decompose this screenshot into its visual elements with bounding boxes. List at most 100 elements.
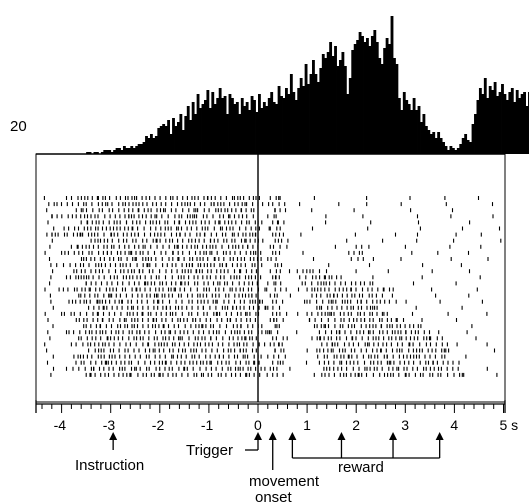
histogram-bar [248,110,252,154]
histogram-bar [260,108,264,154]
histogram-bar [388,44,391,154]
histogram-bar [434,138,438,154]
tick-label: 2 [352,417,360,433]
event-markers [109,432,444,470]
histogram-bar [437,132,441,154]
histogram-bar [135,146,139,154]
histogram-bar [289,74,293,154]
histogram-bar [385,38,389,154]
histogram-bar [424,126,428,154]
raster-trial [47,220,471,225]
histogram-bar [334,46,337,154]
raster-trial [46,208,454,213]
histogram-bar [505,100,509,154]
histogram-bar [336,66,340,154]
histogram-bar [373,30,377,154]
histogram-bar [422,114,426,154]
histogram-bar [105,150,109,154]
histogram-bar [110,152,114,154]
raster-trial [47,318,458,322]
histogram-bar [218,88,222,154]
histogram-bar [343,66,347,154]
histogram-bar [145,136,148,154]
histogram-bar [226,114,229,154]
histogram-bar [93,152,97,154]
histogram-bar [454,150,458,154]
histogram-bar [378,58,382,154]
raster-trial [50,372,498,377]
histogram-bar [287,94,291,154]
histogram-bar [523,92,526,154]
histogram-bar [285,88,288,154]
raster-plot [43,196,502,377]
trigger-arrow-head [254,432,262,440]
histogram-bar [122,146,126,154]
histogram-bar [191,102,195,154]
histogram-bar [518,98,522,154]
histogram-bar [393,58,396,154]
histogram-bar [86,152,89,154]
histogram-bar [172,118,175,154]
histogram-bar [508,92,512,154]
histogram-bar [341,52,345,154]
histogram-bar [162,124,166,154]
histogram-bar [154,136,158,154]
histogram-bar [272,102,276,154]
histogram-bar [280,96,283,154]
histogram-bar [240,98,244,154]
histogram-bar [174,126,178,154]
histogram-bar [196,94,200,154]
raster-trial [50,263,462,268]
histogram-bar [201,104,205,154]
histogram-bar [297,88,301,154]
histogram-bar [395,64,399,154]
histogram-bar [358,32,362,154]
histogram-bar [366,38,369,154]
histogram-bar [520,94,524,154]
histogram-bar [383,48,387,154]
histogram-bar [363,42,367,154]
histogram-bar [108,150,112,154]
histogram-bar [346,94,350,154]
histogram-bar [326,52,330,154]
histogram-bar [265,106,269,154]
movement-arrow-head [268,432,277,440]
tick-label: 3 [401,417,409,433]
histogram-bar [380,64,384,154]
raster-trial [44,311,488,316]
histogram-bar [130,146,134,154]
histogram-bar [169,134,173,154]
histogram-bar [211,92,215,154]
histogram-bar [447,150,450,154]
instruction-label: Instruction [75,457,144,474]
histogram-bar [415,110,418,154]
histogram-bar [410,110,414,154]
histogram-bar [466,140,470,154]
histogram-bar [464,134,468,154]
histogram-bar [206,90,210,154]
histogram-bar [152,138,156,154]
histogram-bar [258,94,261,154]
raster-trial [49,281,457,286]
histogram-bar [103,150,107,154]
histogram-bar [194,114,198,154]
histogram-bar [442,142,445,154]
histogram-bar [469,142,472,154]
raster-trial [46,360,460,365]
histogram-bar [498,92,502,154]
histogram-bar [483,78,487,154]
histogram-bar [375,42,379,154]
histogram-bar [238,114,242,154]
histogram-bar [127,148,131,154]
raster-trial [53,226,501,231]
raster-trial [48,202,494,207]
histogram-bar [324,58,328,154]
histogram-bar [277,86,281,154]
histogram-bar [176,122,180,154]
raster-trial [50,299,483,304]
histogram-bar [231,98,234,154]
histogram-bar [510,88,514,154]
histogram-bar [432,132,436,154]
histogram-bar [368,46,372,154]
